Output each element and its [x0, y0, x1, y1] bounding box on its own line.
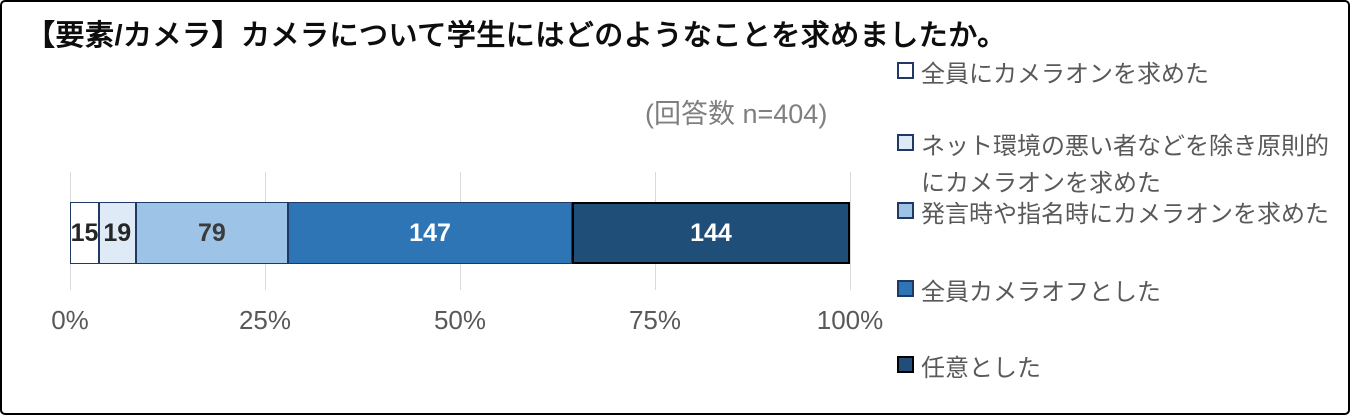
bar-segment-2: 19 — [98, 202, 136, 264]
x-axis-tick-label: 0% — [51, 305, 89, 335]
x-axis-tick-label: 100% — [816, 305, 884, 335]
legend-item-5: 任意とした — [897, 350, 1343, 387]
legend-label: 発言時や指名時にカメラオンを求めた — [921, 201, 1329, 228]
legend-swatch-icon — [897, 202, 914, 219]
legend-swatch-icon — [897, 134, 914, 151]
legend-swatch-icon — [897, 280, 914, 297]
bar-segment-value: 147 — [409, 218, 451, 247]
legend-label: ネット環境の悪い者などを除き原則的にカメラオンを求めた — [921, 133, 1329, 198]
bar-segment-value: 144 — [690, 218, 732, 247]
bar-segment-5: 144 — [571, 202, 850, 264]
legend-label: 任意とした — [921, 355, 1041, 382]
x-axis-tick-label: 50% — [433, 305, 487, 335]
chart-title: 【要素/カメラ】カメラについて学生にはどのようなことを求めましたか。 — [26, 20, 1007, 52]
legend-swatch-icon — [897, 62, 914, 79]
bar-segment-value: 15 — [70, 218, 99, 247]
legend-swatch-icon — [897, 356, 914, 373]
bar-segment-value: 19 — [103, 218, 132, 247]
bar-segment-1: 15 — [70, 202, 99, 264]
bar-segment-4: 147 — [288, 202, 572, 264]
x-axis-tick-label: 25% — [238, 305, 292, 335]
legend-label: 全員にカメラオンを求めた — [921, 61, 1209, 88]
bar-segment-3: 79 — [135, 202, 289, 264]
response-count-note: (回答数 n=404) — [645, 99, 828, 129]
legend-label: 全員カメラオフとした — [921, 279, 1161, 306]
legend-item-3: 発言時や指名時にカメラオンを求めた — [897, 196, 1343, 233]
gridline — [850, 172, 851, 290]
legend-item-4: 全員カメラオフとした — [897, 274, 1343, 311]
x-axis-tick-label: 75% — [628, 305, 682, 335]
legend-item-1: 全員にカメラオンを求めた — [897, 56, 1343, 93]
bar-segment-value: 79 — [197, 218, 226, 247]
stacked-bar: 15 19 79 147 144 — [70, 202, 850, 264]
legend-item-2: ネット環境の悪い者などを除き原則的にカメラオンを求めた — [897, 128, 1343, 202]
